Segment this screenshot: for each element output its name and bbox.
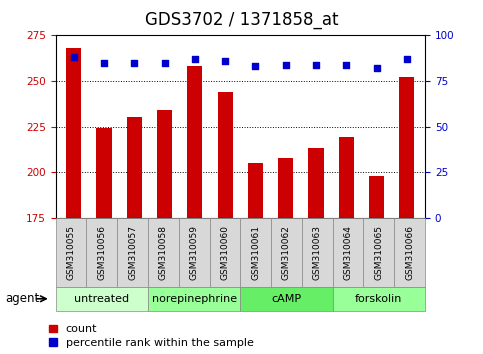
Point bbox=[161, 60, 169, 65]
Text: GSM310064: GSM310064 bbox=[343, 225, 353, 280]
Point bbox=[312, 62, 320, 67]
Text: GSM310065: GSM310065 bbox=[374, 225, 384, 280]
Text: GDS3702 / 1371858_at: GDS3702 / 1371858_at bbox=[145, 11, 338, 29]
Point bbox=[342, 62, 350, 67]
Text: norepinephrine: norepinephrine bbox=[152, 294, 237, 304]
Point bbox=[403, 56, 411, 62]
Text: GSM310059: GSM310059 bbox=[190, 225, 199, 280]
Bar bbox=[97, 129, 112, 218]
Text: GSM310063: GSM310063 bbox=[313, 225, 322, 280]
Text: GSM310066: GSM310066 bbox=[405, 225, 414, 280]
Point bbox=[70, 55, 78, 60]
Point bbox=[191, 56, 199, 62]
Bar bbox=[399, 77, 414, 218]
Bar bbox=[127, 118, 142, 218]
Bar bbox=[369, 176, 384, 218]
Bar bbox=[217, 92, 233, 218]
Point bbox=[100, 60, 108, 65]
Bar bbox=[187, 67, 202, 218]
Bar bbox=[66, 48, 81, 218]
Text: forskolin: forskolin bbox=[355, 294, 402, 304]
Text: GSM310056: GSM310056 bbox=[97, 225, 106, 280]
Point bbox=[373, 65, 381, 71]
Point bbox=[282, 62, 290, 67]
Bar bbox=[157, 110, 172, 218]
Text: GSM310060: GSM310060 bbox=[220, 225, 229, 280]
Legend: count, percentile rank within the sample: count, percentile rank within the sample bbox=[49, 324, 254, 348]
Text: cAMP: cAMP bbox=[271, 294, 301, 304]
Text: GSM310055: GSM310055 bbox=[67, 225, 75, 280]
Bar bbox=[339, 137, 354, 218]
Bar bbox=[309, 148, 324, 218]
Text: agent: agent bbox=[5, 292, 39, 305]
Bar bbox=[248, 163, 263, 218]
Bar bbox=[278, 158, 293, 218]
Point bbox=[221, 58, 229, 64]
Text: untreated: untreated bbox=[74, 294, 129, 304]
Text: GSM310062: GSM310062 bbox=[282, 225, 291, 280]
Text: GSM310058: GSM310058 bbox=[159, 225, 168, 280]
Point bbox=[130, 60, 138, 65]
Text: GSM310057: GSM310057 bbox=[128, 225, 137, 280]
Text: GSM310061: GSM310061 bbox=[251, 225, 260, 280]
Point bbox=[252, 64, 259, 69]
